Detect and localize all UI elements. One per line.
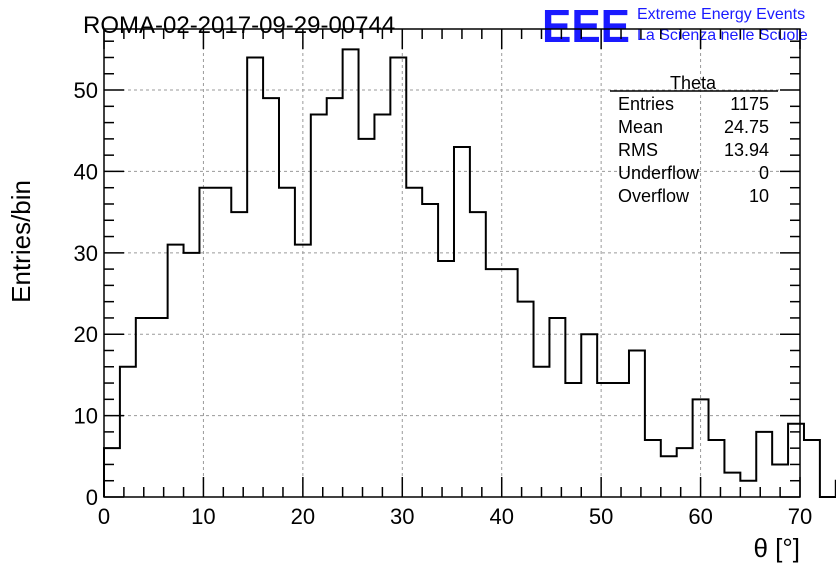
stats-row-label: RMS — [618, 140, 658, 160]
axis-ticks — [103, 29, 801, 498]
eee-logo-mark: EEE — [542, 0, 630, 52]
plot-frame — [103, 28, 801, 498]
stats-title: Theta — [670, 73, 717, 93]
eee-logo-line2: La Scienza nelle Scuole — [637, 27, 808, 44]
x-tick-label: 50 — [589, 504, 613, 529]
x-tick-label: 10 — [191, 504, 215, 529]
stats-row-value: 13.94 — [724, 140, 769, 160]
x-axis-label: θ [°] — [753, 533, 800, 563]
tick-labels: 0 10 20 30 40 50 60 70 0 10 20 30 40 50 — [74, 78, 813, 529]
stats-row-label: Overflow — [618, 186, 690, 206]
grid — [104, 29, 800, 497]
y-tick-label: 20 — [74, 322, 98, 347]
x-tick-label: 30 — [390, 504, 414, 529]
x-tick-label: 20 — [291, 504, 315, 529]
y-tick-label: 30 — [74, 241, 98, 266]
stats-row-label: Mean — [618, 117, 663, 137]
x-tick-label: 70 — [788, 504, 812, 529]
stats-rows: Entries 1175 Mean 24.75 RMS 13.94 Underflow 0 Ov… — [618, 94, 769, 206]
y-axis-label: Entries/bin — [6, 180, 36, 303]
y-tick-label: 0 — [86, 485, 98, 510]
stats-row-label: Entries — [618, 94, 674, 114]
x-tick-label: 60 — [688, 504, 712, 529]
y-tick-label: 50 — [74, 78, 98, 103]
x-tick-label: 40 — [489, 504, 513, 529]
x-tick-label: 0 — [98, 504, 110, 529]
y-tick-label: 10 — [74, 404, 98, 429]
histogram-line — [103, 48, 836, 498]
stats-row-value: 1175 — [730, 94, 769, 114]
y-tick-label: 40 — [74, 159, 98, 184]
stats-row-value: 24.75 — [724, 117, 769, 137]
stats-row-value: 10 — [749, 186, 769, 206]
stats-row-value: 0 — [759, 163, 769, 183]
eee-logo: EEE Extreme Energy Events La Scienza nel… — [542, 0, 808, 52]
stats-box: Theta Entries 1175 Mean 24.75 RMS 13.94 Underf… — [610, 73, 778, 206]
eee-logo-line1: Extreme Energy Events — [637, 6, 805, 23]
chart-title: ROMA-02-2017-09-29-00744 — [83, 12, 395, 39]
stats-row-label: Underflow — [618, 163, 700, 183]
